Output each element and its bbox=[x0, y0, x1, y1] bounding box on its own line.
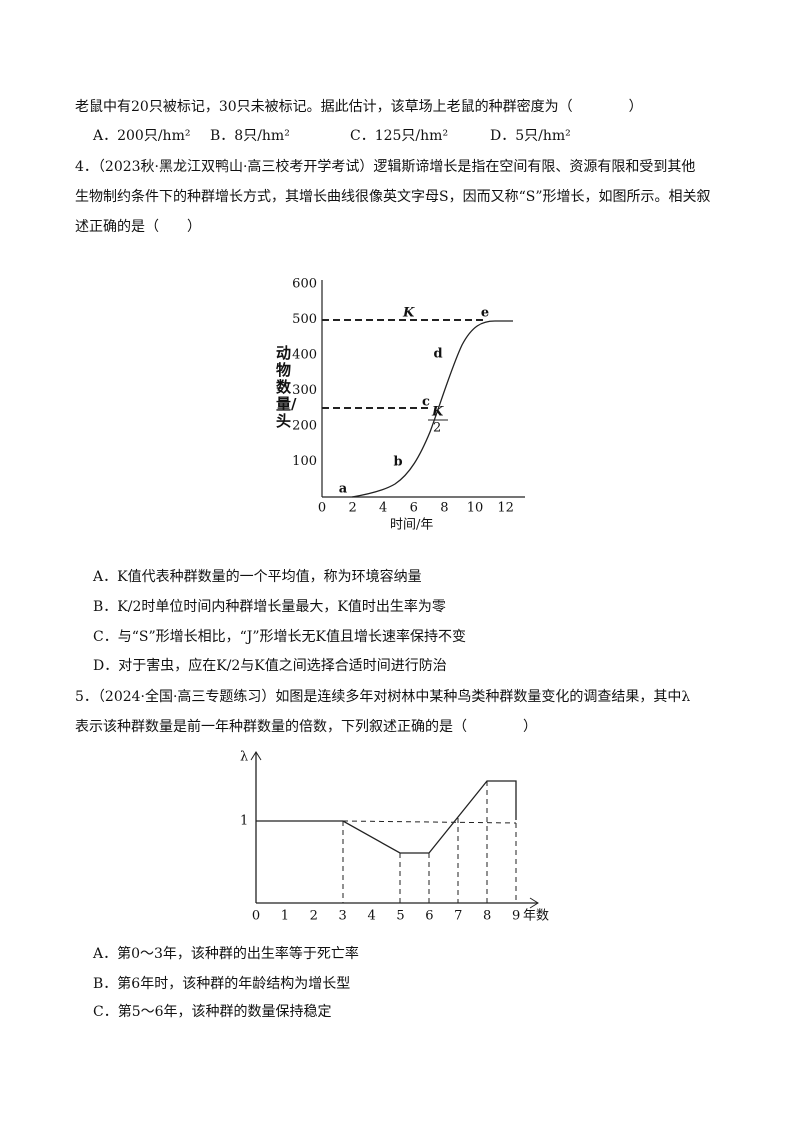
x-tick-label: 1 bbox=[281, 909, 289, 924]
y-tick-label: 600 bbox=[292, 277, 317, 292]
guides bbox=[342, 781, 517, 903]
option: C．第5～6年，该种群的数量保持稳定 bbox=[93, 1004, 332, 1020]
x-tick-label: 9 bbox=[512, 909, 520, 924]
option: D．对于害虫，应在K/2与K值之间选择合适时间进行防治 bbox=[93, 658, 447, 674]
point-label: e bbox=[481, 306, 489, 321]
x-tick-label: 2 bbox=[348, 501, 356, 516]
arrow bbox=[529, 897, 539, 909]
option: B．第6年时，该种群的年龄结构为增长型 bbox=[93, 976, 351, 992]
s-curve-labels: 100 200 300 400 500 600 0 2 4 6 8 10 12 a b c d e bbox=[292, 277, 514, 516]
k-label: K bbox=[402, 306, 415, 321]
y-tick-label: 300 bbox=[292, 383, 317, 398]
arrow bbox=[250, 751, 262, 761]
k-half-label: K bbox=[431, 405, 444, 420]
question-stem: 表示该种群数量是前一年种群数量的倍数，下列叙述正确的是（ ） bbox=[75, 719, 537, 735]
y-tick-label: 400 bbox=[292, 348, 317, 363]
option: C．与“S”形增长相比，“J”形增长无K值且增长速率保持不变 bbox=[93, 629, 467, 645]
y-tick-label: 500 bbox=[292, 312, 317, 327]
text-line: 老鼠中有20只被标记，30只未被标记。据此估计，该草场上老鼠的种群密度为（ ） bbox=[75, 99, 643, 115]
point-label: d bbox=[433, 347, 442, 362]
y-axis-label: λ bbox=[240, 750, 248, 765]
option: D．5只/hm² bbox=[490, 128, 571, 144]
x-tick-label: 0 bbox=[318, 501, 326, 516]
option: A．第0～3年，该种群的出生率等于死亡率 bbox=[93, 946, 359, 962]
y-tick-label: 100 bbox=[292, 454, 317, 469]
x-axis-label: 年数 bbox=[523, 909, 549, 924]
x-tick-label: 12 bbox=[497, 501, 514, 516]
lambda-labels: 0 1 2 3 4 5 6 7 8 9 bbox=[252, 909, 520, 924]
x-tick-label: 3 bbox=[339, 909, 347, 924]
x-tick-label: 0 bbox=[252, 909, 260, 924]
lambda-line bbox=[256, 780, 517, 854]
question-stem: 5．（2024·全国·高三专题练习）如图是连续多年对树林中某种鸟类种群数量变化的… bbox=[75, 689, 691, 705]
x-tick-label: 10 bbox=[467, 501, 484, 516]
lambda-figure bbox=[250, 751, 539, 909]
option: A．K值代表种群数量的一个平均值，称为环境容纳量 bbox=[93, 569, 422, 585]
y-tick-label: 1 bbox=[240, 814, 248, 829]
s-curve-figure bbox=[321, 280, 525, 498]
x-tick-label: 8 bbox=[483, 909, 491, 924]
option: A．200只/hm² bbox=[93, 128, 191, 144]
question-stem: 4．（2023秋·黑龙江双鸭山·高三校考开学考试）逻辑斯谛增长是指在空间有限、资… bbox=[75, 159, 696, 175]
y-tick-label: 200 bbox=[292, 419, 317, 434]
x-tick-label: 4 bbox=[367, 909, 375, 924]
point-label: b bbox=[393, 455, 402, 470]
question-stem: 述正确的是（ ） bbox=[75, 219, 201, 235]
point-label: a bbox=[339, 482, 348, 497]
y-axis-label: 动物数量/头 bbox=[276, 344, 297, 430]
k-half-label: 2 bbox=[433, 421, 441, 436]
question-stem: 生物制约条件下的种群增长方式，其增长曲线很像英文字母S，因而又称“S”形增长，如… bbox=[75, 189, 711, 205]
x-tick-label: 6 bbox=[425, 909, 433, 924]
x-tick-label: 7 bbox=[454, 909, 462, 924]
option: C．125只/hm² bbox=[350, 128, 449, 144]
x-tick-label: 6 bbox=[410, 501, 418, 516]
point-label: c bbox=[422, 395, 430, 410]
s-curve bbox=[351, 320, 513, 498]
x-axis-label: 时间/年 bbox=[390, 518, 433, 533]
x-tick-label: 4 bbox=[379, 501, 387, 516]
option: B．8只/hm² bbox=[210, 128, 290, 144]
x-tick-label: 5 bbox=[396, 909, 404, 924]
option: B．K/2时单位时间内种群增长量最大，K值时出生率为零 bbox=[93, 599, 446, 615]
x-tick-label: 8 bbox=[440, 501, 448, 516]
x-tick-label: 2 bbox=[310, 909, 318, 924]
